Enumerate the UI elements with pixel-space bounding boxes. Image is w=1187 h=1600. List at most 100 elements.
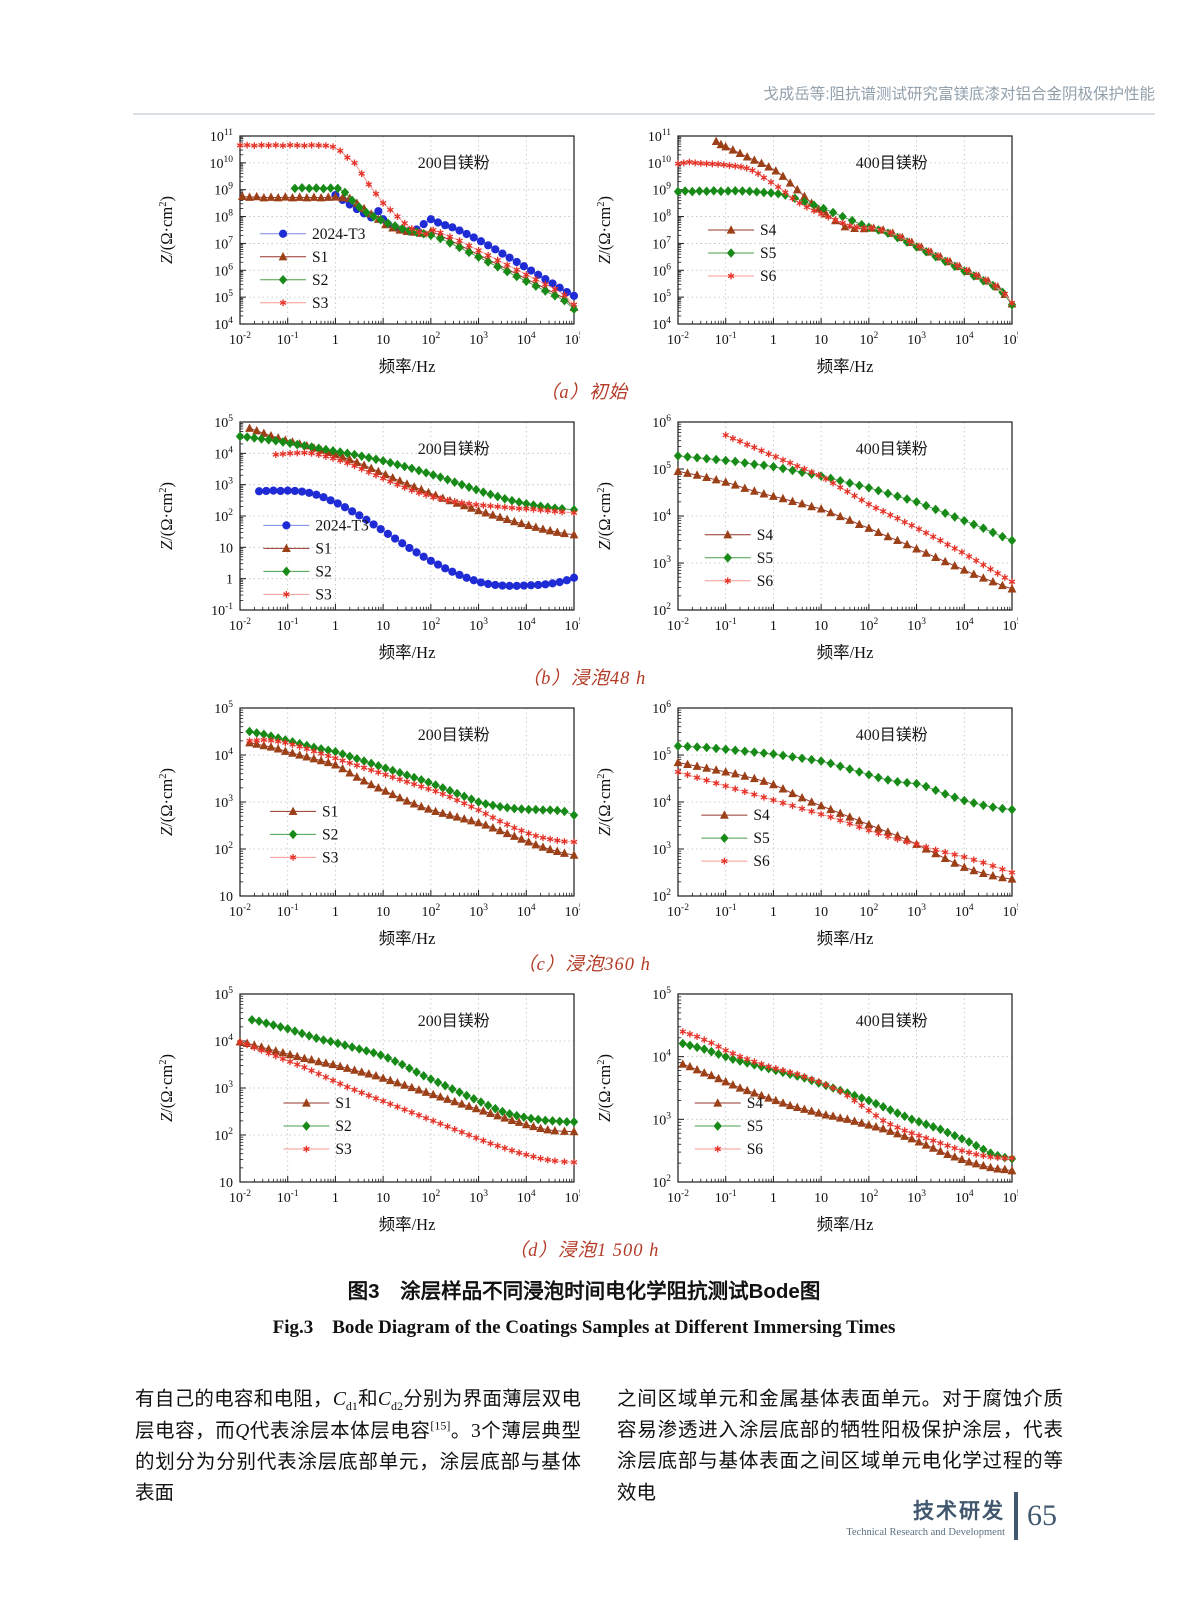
svg-text:104: 104 bbox=[652, 508, 671, 525]
svg-text:103: 103 bbox=[469, 331, 488, 348]
svg-text:10: 10 bbox=[814, 333, 828, 348]
svg-text:103: 103 bbox=[652, 841, 671, 858]
svg-text:104: 104 bbox=[517, 331, 536, 348]
svg-text:106: 106 bbox=[652, 262, 671, 279]
svg-text:200目镁粉: 200目镁粉 bbox=[418, 440, 490, 458]
page-footer: 技术研发 Technical Research and Development … bbox=[0, 1492, 1057, 1540]
svg-text:S3: S3 bbox=[335, 1141, 352, 1158]
svg-text:1: 1 bbox=[770, 619, 777, 634]
svg-text:106: 106 bbox=[214, 262, 233, 279]
svg-text:105: 105 bbox=[565, 617, 580, 634]
svg-text:105: 105 bbox=[214, 700, 233, 717]
svg-text:10-2: 10-2 bbox=[667, 617, 689, 634]
svg-text:频率/Hz: 频率/Hz bbox=[379, 357, 436, 376]
svg-text:10-1: 10-1 bbox=[715, 617, 737, 634]
svg-text:10: 10 bbox=[376, 905, 390, 920]
bode-chart-a-left: 10-2 10-1 1 10 102 103 104 105 104 105 106 107 108 10… bbox=[157, 128, 580, 376]
svg-text:10: 10 bbox=[376, 333, 390, 348]
svg-text:105: 105 bbox=[652, 461, 671, 478]
svg-text:102: 102 bbox=[652, 888, 671, 905]
svg-text:102: 102 bbox=[214, 1127, 233, 1144]
svg-text:1010: 1010 bbox=[210, 155, 234, 172]
svg-text:S5: S5 bbox=[753, 830, 770, 847]
svg-text:S1: S1 bbox=[315, 540, 331, 557]
figure-caption-en: Fig.3 Bode Diagram of the Coatings Sampl… bbox=[272, 1317, 896, 1338]
svg-text:1011: 1011 bbox=[648, 128, 671, 145]
svg-text:400目镁粉: 400目镁粉 bbox=[856, 440, 928, 458]
svg-text:102: 102 bbox=[421, 1189, 440, 1206]
svg-text:106: 106 bbox=[652, 414, 671, 431]
svg-text:105: 105 bbox=[565, 331, 580, 348]
svg-text:102: 102 bbox=[214, 508, 233, 525]
footer-divider-bar bbox=[1014, 1492, 1018, 1540]
svg-text:Z/(Ω·cm2): Z/(Ω·cm2) bbox=[595, 768, 614, 836]
svg-text:103: 103 bbox=[469, 617, 488, 634]
svg-text:103: 103 bbox=[652, 1111, 671, 1128]
bode-chart-b-right: 10-2 10-1 1 10 102 103 104 105 102 103 104 105 106 S4… bbox=[595, 414, 1018, 662]
svg-text:10: 10 bbox=[376, 619, 390, 634]
footer-section-en: Technical Research and Development bbox=[846, 1526, 1005, 1538]
svg-text:2024-T3: 2024-T3 bbox=[312, 226, 366, 243]
svg-text:104: 104 bbox=[517, 617, 536, 634]
svg-text:S6: S6 bbox=[747, 1141, 764, 1158]
svg-text:106: 106 bbox=[652, 700, 671, 717]
svg-text:104: 104 bbox=[652, 1049, 671, 1066]
svg-text:10-1: 10-1 bbox=[715, 903, 737, 920]
svg-text:104: 104 bbox=[955, 903, 974, 920]
svg-text:104: 104 bbox=[517, 1189, 536, 1206]
svg-text:200目镁粉: 200目镁粉 bbox=[418, 154, 490, 172]
bode-chart-d-left: 10-2 10-1 1 10 102 103 104 105 10 102 103 104 105 S1 S… bbox=[157, 986, 580, 1234]
svg-text:S2: S2 bbox=[312, 272, 328, 289]
svg-text:102: 102 bbox=[652, 602, 671, 619]
svg-text:频率/Hz: 频率/Hz bbox=[379, 929, 436, 948]
svg-text:Z/(Ω·cm2): Z/(Ω·cm2) bbox=[595, 482, 614, 550]
svg-text:S5: S5 bbox=[757, 550, 774, 567]
svg-text:400目镁粉: 400目镁粉 bbox=[856, 726, 928, 744]
svg-text:102: 102 bbox=[859, 1189, 878, 1206]
figure-caption-cn: 图3 涂层样品不同浸泡时间电化学阻抗测试Bode图 bbox=[347, 1280, 821, 1303]
svg-text:10-1: 10-1 bbox=[211, 602, 233, 619]
svg-text:105: 105 bbox=[214, 289, 233, 306]
svg-text:S6: S6 bbox=[760, 268, 777, 285]
svg-text:103: 103 bbox=[907, 331, 926, 348]
svg-text:104: 104 bbox=[214, 1033, 233, 1050]
footer-section: 技术研发 Technical Research and Development bbox=[846, 1495, 1005, 1538]
svg-text:S3: S3 bbox=[312, 295, 329, 312]
svg-text:104: 104 bbox=[955, 1189, 974, 1206]
chart-row-a: 10-2 10-1 1 10 102 103 104 105 104 105 106 107 108 10… bbox=[150, 126, 1018, 376]
svg-text:10-2: 10-2 bbox=[667, 1189, 689, 1206]
svg-text:频率/Hz: 频率/Hz bbox=[817, 357, 874, 376]
svg-text:104: 104 bbox=[214, 747, 233, 764]
svg-text:10: 10 bbox=[814, 1191, 828, 1206]
svg-text:10: 10 bbox=[376, 1191, 390, 1206]
svg-text:102: 102 bbox=[652, 1174, 671, 1191]
bode-chart-d-right: 10-2 10-1 1 10 102 103 104 105 102 103 104 105 S4 S5 S… bbox=[595, 986, 1018, 1234]
svg-text:S4: S4 bbox=[757, 527, 774, 544]
svg-text:S4: S4 bbox=[747, 1095, 764, 1112]
svg-text:1: 1 bbox=[770, 1191, 777, 1206]
svg-text:107: 107 bbox=[214, 235, 233, 252]
running-header-title: 戈成岳等:阻抗谱测试研究富镁底漆对铝合金阴极保护性能 bbox=[763, 86, 1155, 103]
svg-text:Z/(Ω·cm2): Z/(Ω·cm2) bbox=[157, 1054, 176, 1122]
svg-text:频率/Hz: 频率/Hz bbox=[379, 1215, 436, 1234]
svg-text:1011: 1011 bbox=[210, 128, 233, 145]
svg-text:10-2: 10-2 bbox=[229, 331, 251, 348]
svg-text:S5: S5 bbox=[747, 1118, 764, 1135]
svg-text:102: 102 bbox=[859, 617, 878, 634]
svg-text:1: 1 bbox=[770, 905, 777, 920]
svg-text:Z/(Ω·cm2): Z/(Ω·cm2) bbox=[595, 196, 614, 264]
svg-text:10-1: 10-1 bbox=[277, 1189, 299, 1206]
svg-text:400目镁粉: 400目镁粉 bbox=[856, 154, 928, 172]
page-number: 65 bbox=[1027, 1499, 1057, 1532]
svg-text:102: 102 bbox=[859, 331, 878, 348]
svg-text:1010: 1010 bbox=[648, 155, 672, 172]
svg-text:频率/Hz: 频率/Hz bbox=[817, 929, 874, 948]
svg-text:S1: S1 bbox=[322, 803, 338, 820]
chart-row-c: 10-2 10-1 1 10 102 103 104 105 10 102 103 104 105 S1 S… bbox=[150, 698, 1018, 948]
bode-chart-c-left: 10-2 10-1 1 10 102 103 104 105 10 102 103 104 105 S1 S… bbox=[157, 700, 580, 948]
body-column-right: 之间区域单元和金属基体表面单元。对于腐蚀介质容易渗透进入涂层底部的牺牲阳极保护涂… bbox=[617, 1389, 1063, 1504]
chart-row-d: 10-2 10-1 1 10 102 103 104 105 10 102 103 104 105 S1 S… bbox=[150, 984, 1018, 1234]
svg-text:105: 105 bbox=[652, 986, 671, 1003]
svg-text:102: 102 bbox=[859, 903, 878, 920]
svg-text:102: 102 bbox=[421, 331, 440, 348]
